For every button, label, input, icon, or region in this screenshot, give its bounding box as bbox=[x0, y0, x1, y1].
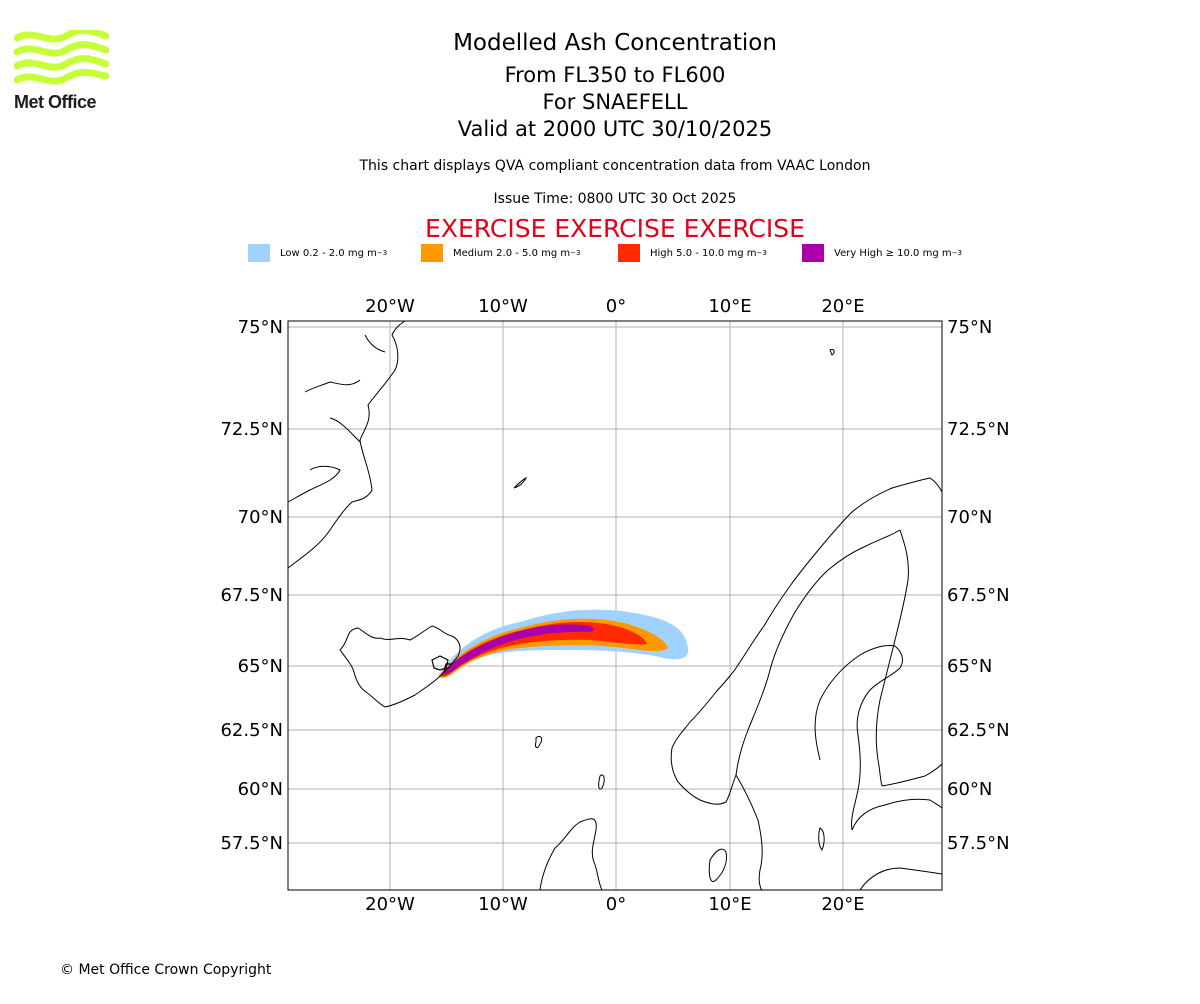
greenland-fjord-2 bbox=[288, 465, 341, 503]
faroe-islands bbox=[535, 735, 543, 749]
lat-label-right: 70°N bbox=[947, 507, 992, 528]
lon-label-top: 20°W bbox=[365, 296, 415, 317]
lat-label-right: 65°N bbox=[947, 656, 992, 677]
legend-swatch-medium bbox=[421, 244, 443, 262]
lon-label-bottom: 20°E bbox=[821, 894, 864, 915]
iceland-coast bbox=[339, 625, 461, 708]
lat-label-right: 60°N bbox=[947, 779, 992, 800]
lon-label-top: 20°E bbox=[821, 296, 864, 317]
lat-label-left: 60°N bbox=[238, 779, 283, 800]
lat-label-left: 72.5°N bbox=[220, 419, 283, 440]
lon-label-bottom: 0° bbox=[606, 894, 626, 915]
lon-label-top: 10°E bbox=[708, 296, 751, 317]
lon-label-top: 0° bbox=[606, 296, 626, 317]
greenland-fjord-4 bbox=[364, 334, 386, 353]
jan-mayen bbox=[513, 476, 528, 489]
legend-label-high: High 5.0 - 10.0 mg m bbox=[650, 247, 757, 259]
met-office-logo: Met Office bbox=[13, 27, 110, 112]
ash-very-high-zone bbox=[442, 624, 595, 675]
legend-label-medium: Medium 2.0 - 5.0 mg m bbox=[453, 247, 571, 259]
lat-label-left: 75°N bbox=[238, 317, 283, 338]
shetland bbox=[598, 774, 605, 790]
denmark bbox=[708, 848, 727, 882]
lon-label-bottom: 10°E bbox=[708, 894, 751, 915]
lat-label-left: 65°N bbox=[238, 656, 283, 677]
legend-swatch-low bbox=[248, 244, 270, 262]
longitude-labels-top: 20°W 10°W 0° 10°E 20°E bbox=[365, 296, 864, 317]
legend-swatch-high bbox=[618, 244, 640, 262]
lat-label-left: 57.5°N bbox=[220, 833, 283, 854]
bear-island bbox=[829, 349, 835, 356]
finland-south bbox=[881, 763, 942, 787]
map-frame bbox=[287, 320, 943, 891]
issue-time: Issue Time: 0800 UTC 30 Oct 2025 bbox=[493, 191, 737, 207]
greenland-fjord-3 bbox=[329, 417, 361, 443]
ash-high-zone bbox=[441, 621, 647, 677]
lat-label-left: 70°N bbox=[238, 507, 283, 528]
exercise-banner: EXERCISE EXERCISE EXERCISE bbox=[425, 214, 805, 243]
lat-label-left: 62.5°N bbox=[220, 720, 283, 741]
latitude-labels-left: 75°N 72.5°N 70°N 67.5°N 65°N 62.5°N 60°N… bbox=[220, 317, 283, 854]
lon-label-top: 10°W bbox=[478, 296, 528, 317]
legend-label-very-high: Very High ≥ 10.0 mg m bbox=[834, 247, 952, 259]
lon-label-bottom: 10°W bbox=[478, 894, 528, 915]
scotland-coast bbox=[539, 818, 603, 890]
valid-time: Valid at 2000 UTC 30/10/2025 bbox=[457, 117, 773, 141]
chart-title: Modelled Ash Concentration bbox=[453, 30, 777, 56]
legend-item-low: Low 0.2 - 2.0 mg m −3 bbox=[248, 244, 387, 262]
logo-text: Met Office bbox=[14, 92, 97, 112]
sweden-south bbox=[735, 774, 763, 890]
baltic-states bbox=[859, 867, 942, 890]
lat-label-right: 75°N bbox=[947, 317, 992, 338]
legend-item-high: High 5.0 - 10.0 mg m −3 bbox=[618, 244, 767, 262]
lat-label-right: 62.5°N bbox=[947, 720, 1010, 741]
scandinavia-border bbox=[747, 529, 901, 731]
subtitle: This chart displays QVA compliant concen… bbox=[359, 158, 871, 174]
latitude-labels-right: 75°N 72.5°N 70°N 67.5°N 65°N 62.5°N 60°N… bbox=[947, 317, 1010, 854]
legend-label-low: Low 0.2 - 2.0 mg m bbox=[280, 247, 377, 259]
longitude-labels-bottom: 20°W 10°W 0° 10°E 20°E bbox=[365, 894, 864, 915]
coastlines bbox=[288, 321, 942, 890]
norway-south bbox=[670, 729, 749, 805]
legend-item-medium: Medium 2.0 - 5.0 mg m −3 bbox=[421, 244, 580, 262]
greenland-fjord-1 bbox=[304, 379, 361, 393]
gotland bbox=[818, 827, 825, 851]
volcano-name: For SNAEFELL bbox=[542, 90, 688, 114]
ash-plume bbox=[438, 609, 689, 679]
norway-coast bbox=[671, 477, 942, 749]
legend-item-very-high: Very High ≥ 10.0 mg m −3 bbox=[802, 244, 962, 262]
map-gridlines bbox=[288, 321, 942, 890]
lat-label-right: 72.5°N bbox=[947, 419, 1010, 440]
gulf-of-bothnia bbox=[814, 645, 903, 831]
lat-label-right: 57.5°N bbox=[947, 833, 1010, 854]
lat-label-right: 67.5°N bbox=[947, 585, 1010, 606]
volcano-marker bbox=[431, 655, 452, 673]
flight-level-range: From FL350 to FL600 bbox=[504, 63, 726, 87]
met-office-wave-icon bbox=[13, 27, 110, 85]
copyright-notice: © Met Office Crown Copyright bbox=[60, 962, 272, 978]
lon-label-bottom: 20°W bbox=[365, 894, 415, 915]
greenland-coast bbox=[288, 321, 406, 569]
finland-coast bbox=[875, 529, 909, 787]
baltic-coast bbox=[851, 798, 942, 831]
lat-label-left: 67.5°N bbox=[220, 585, 283, 606]
legend-swatch-very-high bbox=[802, 244, 824, 262]
